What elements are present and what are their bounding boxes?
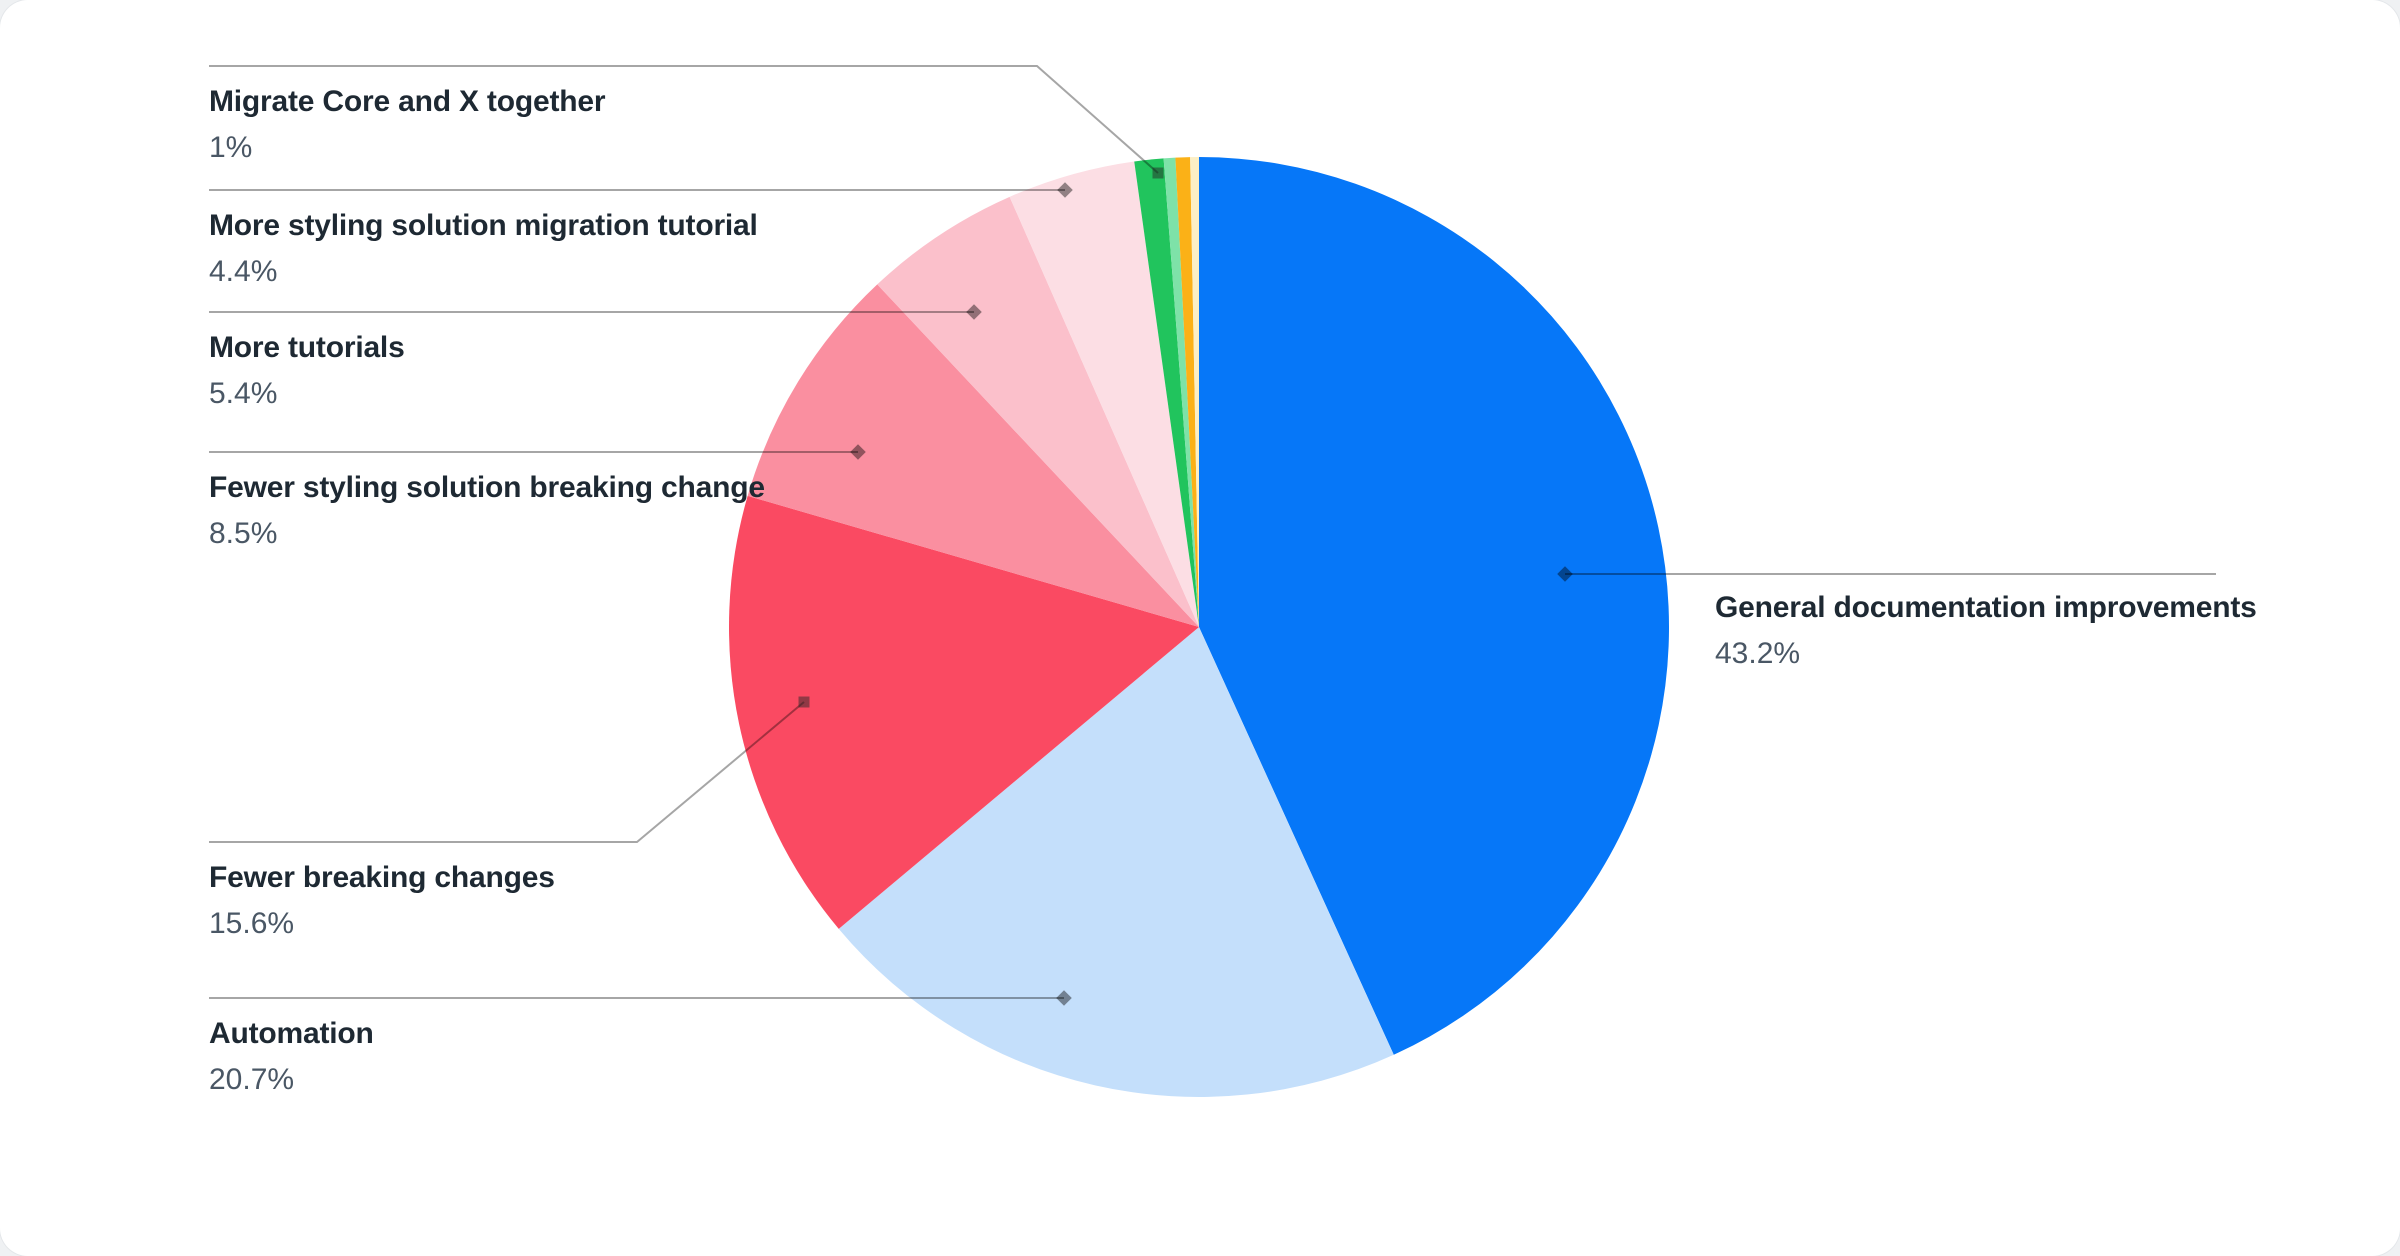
callout-title: Migrate Core and X together <box>209 85 606 118</box>
callout-value: 1% <box>209 131 253 164</box>
leader-line <box>209 701 805 843</box>
callout-value: 43.2% <box>1715 637 1801 670</box>
callout-value: 20.7% <box>209 1063 295 1096</box>
callout-more-styling-tutorial: More styling solution migration tutorial… <box>209 208 758 290</box>
pie-slice[interactable] <box>877 196 1199 627</box>
pie-slice[interactable] <box>728 495 1199 929</box>
diamond-marker-icon <box>1557 566 1573 582</box>
pie-slice[interactable] <box>1175 157 1199 627</box>
callout-value: 5.4% <box>209 377 278 410</box>
callout-title: Automation <box>209 1017 374 1050</box>
callout-title: More tutorials <box>209 331 405 364</box>
square-marker-icon <box>798 696 810 708</box>
pie-slice[interactable] <box>1009 161 1199 628</box>
pie-slice[interactable] <box>747 284 1199 627</box>
callout-value: 8.5% <box>209 517 278 550</box>
callout-more-tutorials: More tutorials 5.4% <box>209 330 405 412</box>
callout-general-docs: General documentation improvements 43.2% <box>1715 590 2257 672</box>
diamond-marker-icon <box>1056 990 1072 1006</box>
callout-title: Fewer styling solution breaking change <box>209 471 765 504</box>
pie-slice[interactable] <box>1199 157 1670 1055</box>
callout-title: General documentation improvements <box>1715 591 2257 624</box>
pie-slice[interactable] <box>1190 156 1199 628</box>
callout-value: 15.6% <box>209 907 295 940</box>
callout-migrate-core: Migrate Core and X together 1% <box>209 84 606 166</box>
callout-automation: Automation 20.7% <box>209 1016 374 1098</box>
callout-title: More styling solution migration tutorial <box>209 209 758 242</box>
callout-title: Fewer breaking changes <box>209 861 555 894</box>
diamond-marker-icon <box>850 444 866 460</box>
diamond-marker-icon <box>1057 182 1073 198</box>
pie-slice[interactable] <box>838 627 1394 1098</box>
diamond-marker-icon <box>966 304 982 320</box>
leader-line <box>209 65 1159 174</box>
square-marker-icon <box>1152 167 1164 179</box>
callout-fewer-breaking: Fewer breaking changes 15.6% <box>209 860 555 942</box>
pie-slice[interactable] <box>1163 157 1199 627</box>
callout-value: 4.4% <box>209 255 278 288</box>
callout-fewer-styling-breaking: Fewer styling solution breaking change 8… <box>209 470 765 552</box>
pie-slice[interactable] <box>1134 158 1199 627</box>
